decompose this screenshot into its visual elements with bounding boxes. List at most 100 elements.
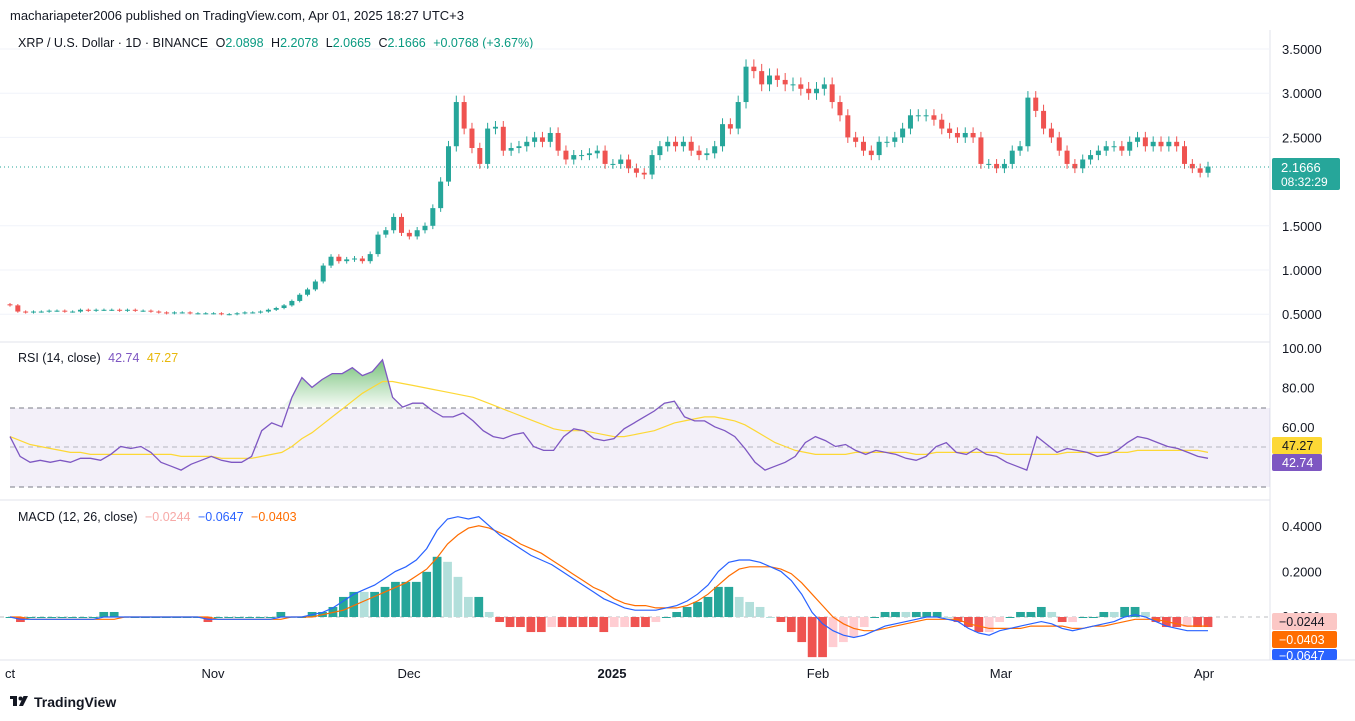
symbol-label[interactable]: XRP / U.S. Dollar · 1D · BINANCE [18,36,209,50]
macd-histogram-bar [109,611,119,617]
macd-histogram-bar [1203,617,1213,628]
candle-body [657,146,663,156]
candle-body [978,137,984,164]
candle-body [383,230,389,235]
macd-histogram-bar [1099,611,1109,617]
rsi-pane [9,358,1209,471]
candle-body [77,309,83,312]
macd-axis-tick: 0.2000 [1282,564,1322,579]
candle-body [798,84,804,89]
candle-body [132,309,138,311]
macd-histogram-bar [1120,606,1130,617]
candle-body [1197,168,1203,173]
macd-histogram-bar [859,617,869,628]
candle-body [93,309,99,311]
macd-label[interactable]: MACD (12, 26, close) [18,510,138,524]
macd-histogram-bar [484,611,494,617]
time-axis-tick: ct [5,666,16,681]
candle-body [1142,137,1148,147]
macd-histogram-bar [36,617,46,618]
macd-histogram-bar [818,617,827,658]
candle-body [1072,163,1078,169]
candle-body [853,137,859,142]
candle-body [806,88,812,94]
macd-histogram-bar [797,617,807,643]
candle-body [1166,141,1172,147]
macd-histogram-bar [786,617,796,633]
candle-body [994,163,1000,169]
candle-body [171,312,177,314]
candle-body [101,309,107,311]
candle-body [30,311,36,313]
macd-histogram-bar [943,617,952,618]
rsi-overbought-fill [10,359,1208,408]
macd-histogram-bar [672,611,682,617]
rsi-value: 42.74 [108,351,140,365]
macd-histogram-bar [276,611,286,617]
rsi-axis-tick: 60.00 [1282,420,1315,435]
candle-body [453,102,459,147]
rsi-tag: 42.74 [1282,456,1313,470]
open-value: 2.0898 [225,36,264,50]
price-axis-tick: 1.0000 [1282,263,1322,278]
macd-histogram-bar [495,617,504,623]
macd-histogram-bar [724,586,734,617]
macd-histogram-bar [849,617,859,638]
macd-histogram-bar [661,617,671,618]
macd-histogram-bar [578,617,588,628]
macd-histogram-bar [370,591,379,617]
macd-histogram-bar [443,561,452,617]
macd-histogram-bar [359,591,369,617]
macd-histogram-bar [349,591,359,617]
macd-histogram-bar [88,617,98,618]
candle-body [1150,141,1156,147]
candle-body [923,115,929,117]
candle-body [492,126,498,129]
candle-body [868,150,874,156]
macd-histogram-bar [891,611,900,617]
candle-body [352,258,358,260]
macd-histogram-bar [557,617,567,628]
candle-body [226,314,232,316]
candle-body [62,310,68,312]
price-axis-tick: 1.5000 [1282,219,1322,234]
candle-body [821,84,827,89]
candlestick-series [7,59,1211,316]
time-axis-tick: Mar [990,666,1013,681]
candle-body [328,256,334,266]
macd-histogram-bar [1016,611,1025,617]
candle-body [555,132,561,151]
candle-body [915,115,921,117]
macd-histogram-bar [839,617,848,643]
candle-body [46,310,52,312]
macd-histogram-bar [1130,606,1140,617]
macd-histogram-bar [651,617,661,623]
candle-body [1182,146,1188,164]
macd-histogram-bar [568,617,577,628]
macd-histogram-bar [47,617,57,618]
rsi-label[interactable]: RSI (14, close) [18,351,101,365]
candle-body [884,141,890,143]
macd-histogram-bar [641,617,650,628]
candle-body [305,289,311,295]
rsi-ma-tag: 47.27 [1282,439,1313,453]
macd-histogram-bar [922,611,932,617]
macd-histogram-bar [1026,611,1036,617]
candle-body [23,311,29,313]
macd-histogram-bar [1068,617,1077,623]
axis-labels: 3.5000 3.0000 2.5000 1.5000 1.0000 0.5000 ct No… [5,42,1322,681]
candle-body [618,159,624,164]
macd-histogram-bar [776,617,786,623]
candle-body [1088,155,1094,160]
time-axis-tick: Dec [397,666,421,681]
macd-histogram-bar [1057,617,1067,623]
candle-body [680,141,686,147]
candle-body [790,84,796,86]
macd-histogram-bar [734,596,744,617]
macd-histogram-bar [26,617,36,618]
candle-body [673,141,679,147]
candle-body [164,312,170,314]
tradingview-footer[interactable]: TradingView [10,694,116,710]
candle-body [140,310,146,312]
